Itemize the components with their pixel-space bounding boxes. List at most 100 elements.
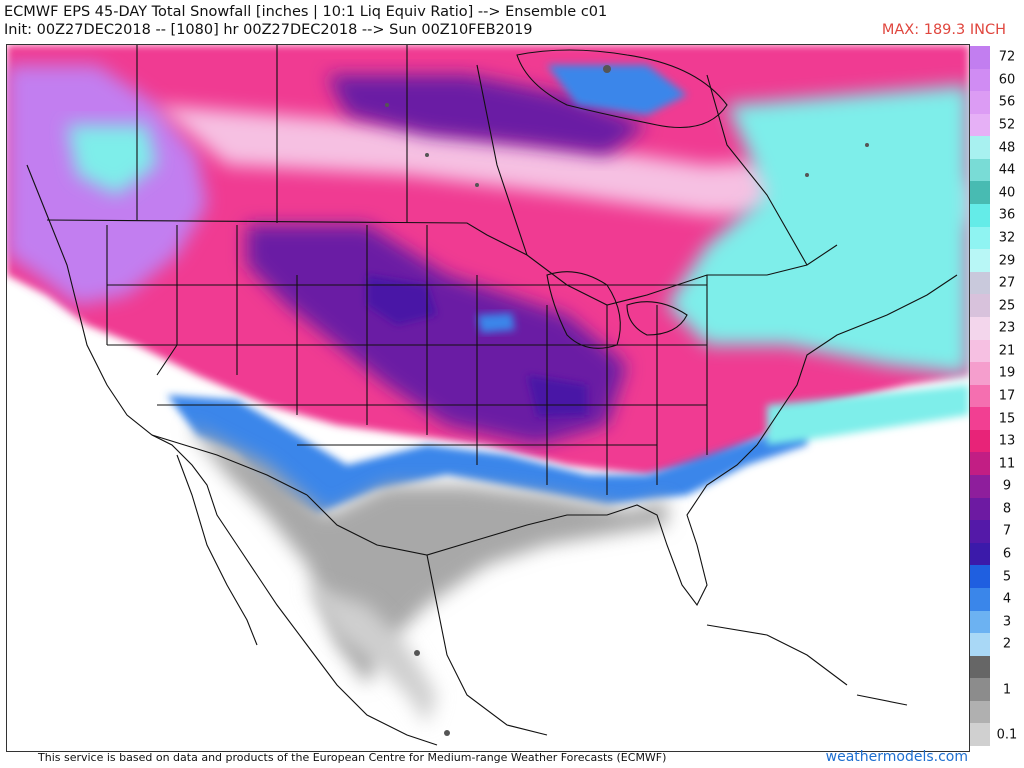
legend-swatch	[970, 316, 990, 340]
legend-entry	[970, 655, 1024, 679]
legend-entry: 13	[970, 429, 1024, 453]
snowfall-legend: 72 60 56 52 48 44 40 36 32 29 27 25 23 21 19 17 15 13 11 9 8…	[970, 46, 1024, 746]
legend-swatch	[970, 294, 990, 317]
legend-label: 36	[998, 207, 1016, 223]
legend-swatch	[970, 633, 990, 656]
legend-swatch	[970, 655, 990, 679]
legend-label: 5	[1002, 569, 1012, 585]
legend-swatch	[970, 407, 990, 430]
legend-label: 1	[1002, 682, 1012, 698]
legend-entry: 4	[970, 587, 1024, 611]
legend-swatch	[970, 226, 990, 250]
legend-swatch	[970, 362, 990, 385]
legend-label: 2	[1002, 636, 1012, 652]
legend-entry: 48	[970, 136, 1024, 159]
legend-label: 27	[998, 275, 1016, 291]
max-value-label: MAX: 189.3 INCH	[881, 22, 1006, 38]
legend-entry: 56	[970, 91, 1024, 114]
legend-swatch	[970, 700, 990, 724]
legend-swatch	[970, 565, 990, 588]
legend-swatch	[970, 452, 990, 476]
political-boundaries	[26, 45, 958, 746]
legend-swatch	[970, 339, 990, 363]
legend-swatch	[970, 204, 990, 227]
lake-markers	[385, 65, 869, 736]
legend-entry	[970, 700, 1024, 724]
snowfall-map-canvas	[7, 45, 969, 746]
legend-swatch	[970, 113, 990, 137]
legend-entry: 27	[970, 271, 1024, 295]
legend-entry: 9	[970, 475, 1024, 498]
legend-swatch	[970, 429, 990, 453]
snowfall-field	[7, 45, 969, 725]
legend-label: 56	[998, 94, 1016, 110]
legend-label: 48	[998, 140, 1016, 156]
legend-label: 7	[1002, 523, 1012, 539]
legend-entry: 19	[970, 362, 1024, 385]
legend-label: 21	[998, 343, 1016, 359]
legend-entry: 29	[970, 249, 1024, 272]
legend-entry: 72	[970, 46, 1024, 69]
legend-swatch	[970, 249, 990, 272]
legend-label: 19	[998, 365, 1016, 381]
legend-label: 0.1	[996, 727, 1018, 743]
init-timestamp: Init: 00Z27DEC2018 -- [1080] hr 00Z27DEC…	[4, 22, 533, 38]
legend-entry: 6	[970, 542, 1024, 566]
legend-label: 15	[998, 411, 1016, 427]
legend-label: 3	[1002, 614, 1012, 630]
map-title: ECMWF EPS 45-DAY Total Snowfall [inches …	[4, 4, 608, 20]
legend-entry: 40	[970, 181, 1024, 205]
legend-label: 17	[998, 388, 1016, 404]
legend-entry: 8	[970, 497, 1024, 521]
legend-entry: 23	[970, 316, 1024, 340]
legend-label: 23	[998, 320, 1016, 336]
legend-swatch	[970, 475, 990, 498]
legend-label: 4	[1002, 591, 1012, 607]
legend-entry: 11	[970, 452, 1024, 476]
legend-entry: 15	[970, 407, 1024, 430]
legend-swatch	[970, 181, 990, 205]
legend-swatch	[970, 497, 990, 521]
legend-swatch	[970, 158, 990, 182]
legend-label: 8	[1002, 501, 1012, 517]
legend-swatch	[970, 542, 990, 566]
legend-label: 9	[1002, 478, 1012, 494]
legend-swatch	[970, 520, 990, 543]
legend-entry: 3	[970, 610, 1024, 634]
legend-swatch	[970, 384, 990, 408]
legend-swatch	[970, 46, 990, 69]
legend-entry: 1	[970, 678, 1024, 701]
legend-label: 32	[998, 230, 1016, 246]
legend-entry: 7	[970, 520, 1024, 543]
legend-label: 52	[998, 117, 1016, 133]
brand-link[interactable]: weathermodels.com	[825, 749, 968, 765]
legend-swatch	[970, 587, 990, 611]
legend-swatch	[970, 91, 990, 114]
attribution-text: This service is based on data and produc…	[38, 751, 667, 764]
legend-label: 40	[998, 185, 1016, 201]
legend-label: 29	[998, 253, 1016, 268]
legend-swatch	[970, 678, 990, 701]
legend-swatch	[970, 68, 990, 92]
legend-entry: 60	[970, 68, 1024, 92]
legend-swatch	[970, 610, 990, 634]
snowfall-map	[6, 44, 970, 752]
legend-entry: 2	[970, 633, 1024, 656]
legend-label: 44	[998, 162, 1016, 178]
legend-swatch	[970, 723, 990, 746]
legend-label: 60	[998, 72, 1016, 88]
legend-entry: 44	[970, 158, 1024, 182]
legend-entry: 32	[970, 226, 1024, 250]
legend-label: 11	[998, 456, 1016, 472]
legend-entry: 5	[970, 565, 1024, 588]
legend-swatch	[970, 136, 990, 159]
legend-swatch	[970, 271, 990, 295]
legend-entry: 52	[970, 113, 1024, 137]
legend-entry: 25	[970, 294, 1024, 317]
legend-entry: 0.1	[970, 723, 1024, 746]
legend-label: 6	[1002, 546, 1012, 562]
legend-label: 72	[998, 49, 1016, 65]
legend-label: 13	[998, 433, 1016, 449]
legend-entry: 36	[970, 204, 1024, 227]
legend-label: 25	[998, 298, 1016, 314]
